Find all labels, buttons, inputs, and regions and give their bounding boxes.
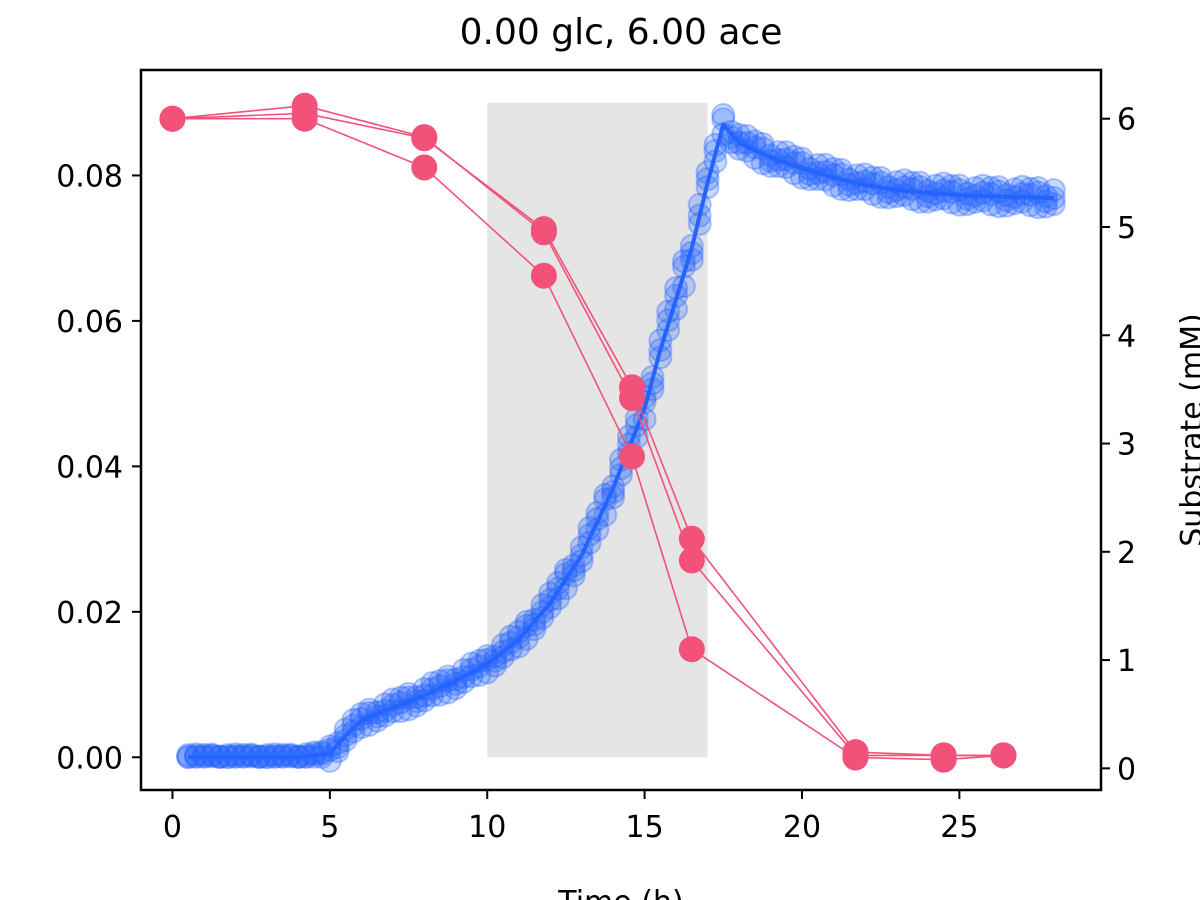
biomass-observed-point xyxy=(176,742,201,767)
biomass-observed-point xyxy=(341,719,366,744)
biomass-observed-point xyxy=(199,742,224,767)
biomass-observed-point xyxy=(262,742,287,767)
biomass-observed-point xyxy=(317,734,342,759)
biomass-observed-point xyxy=(514,613,539,638)
x-tick-label: 20 xyxy=(783,810,821,845)
chart-title: 0.00 glc, 6.00 ace xyxy=(460,12,783,53)
biomass-observed-point xyxy=(231,742,256,767)
biomass-observed-point xyxy=(876,185,901,210)
biomass-observed-point xyxy=(1018,193,1043,218)
biomass-observed-point xyxy=(978,175,1003,200)
biomass-observed-point xyxy=(1002,177,1027,202)
biomass-observed-point xyxy=(538,595,563,620)
biomass-observed-point xyxy=(325,739,350,764)
biomass-observed-point xyxy=(939,173,964,198)
substrate-point xyxy=(411,154,438,181)
biomass-observed-point xyxy=(978,192,1003,217)
biomass-observed-point xyxy=(727,122,752,147)
biomass-observed-point xyxy=(506,619,531,644)
biomass-observed-point xyxy=(530,592,555,617)
substrate-point xyxy=(990,742,1017,769)
y-right-tick-label: 5 xyxy=(1117,211,1136,246)
x-tick-label: 5 xyxy=(320,810,339,845)
biomass-observed-point xyxy=(1018,176,1043,201)
biomass-observed-point xyxy=(915,189,940,214)
y-right-tick-label: 3 xyxy=(1117,428,1136,463)
substrate-point xyxy=(411,124,438,151)
biomass-observed-point xyxy=(1041,178,1066,203)
y-axis-right-label: Substrate (mM) xyxy=(1175,313,1200,546)
biomass-observed-point xyxy=(900,170,925,195)
biomass-observed-point xyxy=(1033,194,1058,219)
biomass-observed-point xyxy=(546,586,571,611)
shaded-region xyxy=(487,102,708,758)
biomass-observed-point xyxy=(522,617,547,642)
biomass-observed-point xyxy=(994,193,1019,218)
substrate-point xyxy=(678,547,705,574)
biomass-observed-point xyxy=(498,637,523,662)
x-tick-label: 10 xyxy=(468,810,506,845)
plot-area xyxy=(159,92,1066,773)
y-left-tick-label: 0.06 xyxy=(56,305,123,340)
substrate-point xyxy=(930,746,957,773)
y-right-tick-label: 1 xyxy=(1117,644,1136,679)
biomass-observed-point xyxy=(239,742,264,767)
biomass-observed-point xyxy=(254,742,279,767)
biomass-observed-point xyxy=(215,742,240,767)
biomass-observed-point xyxy=(963,175,988,200)
substrate-point xyxy=(678,525,705,552)
substrate-point xyxy=(291,105,318,132)
x-tick-label: 15 xyxy=(626,810,664,845)
y-left-tick-label: 0.08 xyxy=(56,159,123,194)
x-tick-label: 25 xyxy=(940,810,978,845)
biomass-observed-point xyxy=(349,715,374,740)
biomass-observed-point xyxy=(223,742,248,767)
substrate-point xyxy=(678,636,705,663)
y-right-tick-label: 0 xyxy=(1117,752,1136,787)
biomass-observed-point xyxy=(490,645,515,670)
substrate-point xyxy=(530,262,557,289)
substrate-point xyxy=(619,443,646,470)
substrate-point xyxy=(619,385,646,412)
y-right-tick-label: 2 xyxy=(1117,536,1136,571)
plot-frame xyxy=(139,68,1103,792)
x-axis-label: Time (h) xyxy=(557,885,683,900)
biomass-observed-point xyxy=(270,742,295,767)
biomass-observed-point xyxy=(530,605,555,630)
biomass-observed-point xyxy=(1018,182,1043,207)
biomass-observed-point xyxy=(333,728,358,753)
substrate-point xyxy=(842,744,869,771)
substrate-point xyxy=(530,219,557,246)
biomass-observed-point xyxy=(978,181,1003,206)
y-left-tick-label: 0.00 xyxy=(56,741,123,776)
biomass-observed-point xyxy=(191,742,216,767)
biomass-observed-point xyxy=(184,742,209,767)
biomass-observed-point xyxy=(955,192,980,217)
y-right-tick-label: 6 xyxy=(1117,103,1136,138)
biomass-observed-point xyxy=(860,165,885,190)
y-left-tick-label: 0.04 xyxy=(56,450,123,485)
y-right-tick-label: 4 xyxy=(1117,319,1136,354)
substrate-point xyxy=(159,105,186,132)
biomass-observed-point xyxy=(278,742,303,767)
axes: 0 5 10 15 20 25 0.00 0.02 0.04 0.06 0.08 0 1 2 3 4 5 6 xyxy=(56,103,1136,845)
x-tick-label: 0 xyxy=(163,810,182,845)
y-left-tick-label: 0.02 xyxy=(56,596,123,631)
biomass-observed-point xyxy=(333,717,358,742)
